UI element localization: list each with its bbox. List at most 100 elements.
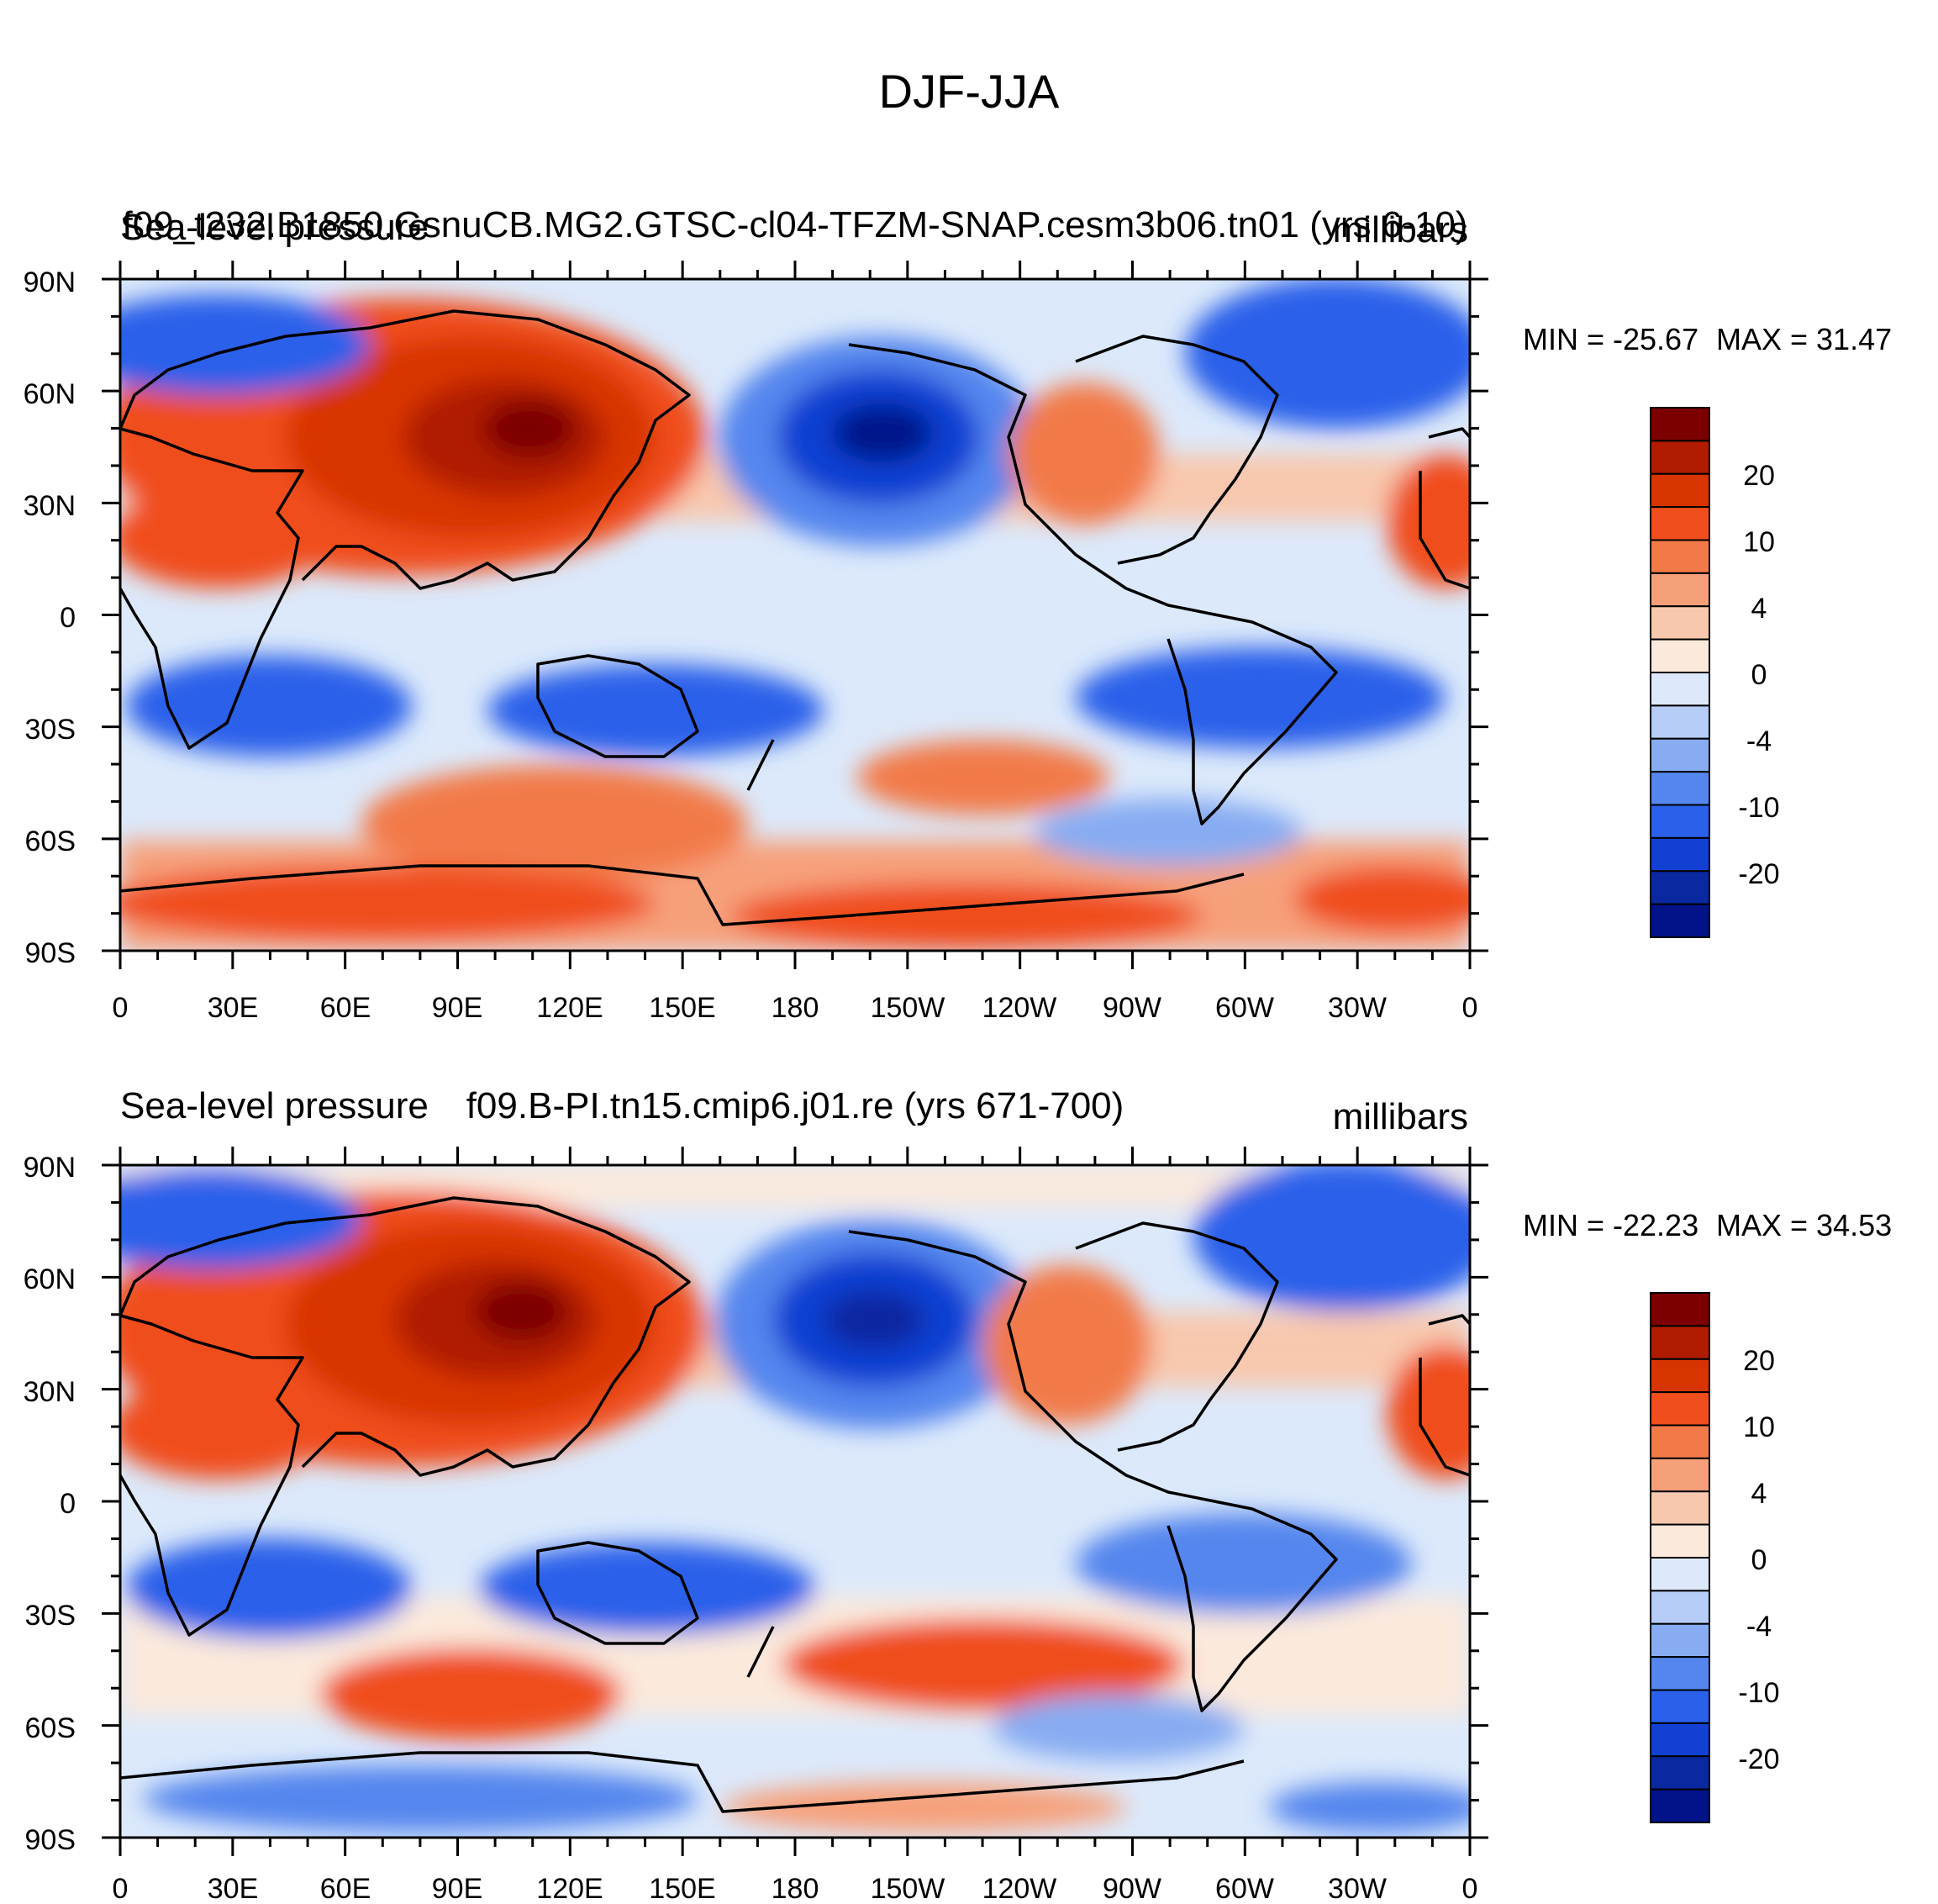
colorbar-swatch: [1650, 1755, 1710, 1791]
panel-1-center-title: f09_t232.B1850.GsnuCB.MG2.GTSC-cl04-TFZM…: [123, 204, 1468, 245]
colorbar-swatch: [1650, 506, 1710, 541]
colorbar-swatch: [1650, 704, 1710, 740]
figure-title: DJF-JJA: [879, 65, 1060, 118]
lon-label: 120W: [982, 1873, 1057, 1904]
colorbar-label: 20: [1743, 1345, 1775, 1377]
panel-1-colorbar-labels: 20 10 4 0 -4 -10 -20: [1738, 460, 1779, 890]
lon-label: 0: [1462, 1873, 1478, 1904]
colorbar-label: -10: [1738, 1677, 1779, 1709]
colorbar-swatch: [1650, 1325, 1710, 1360]
lon-label: 30E: [208, 992, 259, 1024]
colorbar-label: -10: [1738, 792, 1779, 824]
lon-label: 0: [113, 1873, 129, 1904]
colorbar-swatch: [1650, 1590, 1710, 1625]
panel-2-field: [120, 1165, 1470, 1838]
colorbar-swatch: [1650, 870, 1710, 905]
lon-label: 30W: [1328, 1873, 1387, 1904]
colorbar-swatch: [1650, 539, 1710, 574]
panel-2-ticks: [102, 1147, 1488, 1856]
lat-label: 90S: [25, 937, 76, 969]
colorbar-swatch: [1650, 1622, 1710, 1659]
colorbar-swatch: [1650, 1457, 1710, 1493]
lon-label: 150E: [649, 992, 715, 1024]
lon-label: 180: [772, 1873, 819, 1904]
lat-label: 60S: [25, 1712, 76, 1744]
lon-label: 150E: [649, 1873, 715, 1904]
lon-label: 120E: [536, 1873, 603, 1904]
colorbar-label: -20: [1738, 1743, 1779, 1775]
colorbar-label: -20: [1738, 858, 1779, 890]
map-panel-1: Sea-level pressure f09_t232.B1850.GsnuCB…: [24, 204, 1893, 1024]
colorbar-label: -4: [1746, 1611, 1772, 1643]
colorbar-swatch: [1650, 1788, 1710, 1823]
panel-2-min-label: MIN = -22.23: [1523, 1208, 1698, 1242]
panel-1-left-title: Sea-level pressure: [120, 207, 429, 248]
lat-label: 90S: [25, 1824, 76, 1856]
colorbar-swatch: [1650, 903, 1710, 938]
colorbar-swatch: [1650, 1424, 1710, 1459]
lat-label: 90N: [24, 1152, 76, 1184]
lat-label: 60N: [24, 378, 76, 410]
panel-2-max-label: MAX = 34.53: [1716, 1208, 1892, 1242]
colorbar-label: 4: [1751, 593, 1767, 625]
lat-label: 90N: [24, 266, 76, 298]
lon-label: 60W: [1215, 992, 1274, 1024]
lat-label: 30N: [24, 490, 76, 522]
colorbar-swatch: [1650, 407, 1710, 442]
lat-label: 30S: [25, 714, 76, 746]
lon-label: 120W: [982, 992, 1057, 1024]
panel-1-min-label: MIN = -25.67: [1523, 322, 1698, 356]
lon-label: 60E: [320, 992, 371, 1024]
colorbar-swatch: [1650, 472, 1710, 509]
lat-label: 60N: [24, 1263, 76, 1295]
panel-2-lon-labels: 0 30E 60E 90E 120E 150E 180 150W 120W 90…: [113, 1873, 1478, 1904]
panel-2-colorbar-labels: 20 10 4 0 -4 -10 -20: [1738, 1345, 1779, 1775]
lon-label: 90E: [432, 1873, 483, 1904]
lon-label: 150W: [871, 1873, 945, 1904]
colorbar-swatch: [1650, 1656, 1710, 1691]
colorbar-swatch: [1650, 1490, 1710, 1526]
lat-label: 30S: [25, 1600, 76, 1632]
panel-2-colorbar: [1650, 1292, 1710, 1823]
colorbar-swatch: [1650, 836, 1710, 873]
panel-2-center-title: f09.B-PI.tn15.cmip6.j01.re (yrs 671-700): [466, 1085, 1124, 1126]
colorbar-swatch: [1650, 1523, 1710, 1559]
colorbar-label: 20: [1743, 460, 1775, 492]
lat-label: 60S: [25, 825, 76, 857]
panel-1-lon-labels: 0 30E 60E 90E 120E 150E 180 150W 120W 90…: [113, 992, 1478, 1024]
lon-label: 180: [772, 992, 819, 1024]
lat-label: 0: [60, 1488, 76, 1520]
panel-2-units: millibars: [1333, 1096, 1468, 1137]
colorbar-label: 0: [1751, 659, 1767, 691]
lon-label: 0: [1462, 992, 1478, 1024]
panel-1-ticks: [102, 261, 1488, 969]
panel-1-colorbar: [1650, 407, 1710, 938]
colorbar-label: 10: [1743, 526, 1775, 558]
colorbar-swatch: [1650, 1722, 1710, 1758]
colorbar-label: 10: [1743, 1411, 1775, 1443]
colorbar-label: 4: [1751, 1478, 1767, 1510]
lon-label: 30W: [1328, 992, 1387, 1024]
lon-label: 0: [113, 992, 129, 1024]
panel-1-lat-labels: 90N 60N 30N 0 30S 60S 90S: [24, 266, 76, 969]
colorbar-swatch: [1650, 804, 1710, 839]
panel-2-lat-labels: 90N 60N 30N 0 30S 60S 90S: [24, 1152, 76, 1856]
colorbar-swatch: [1650, 771, 1710, 806]
map-panel-2: Sea-level pressure f09.B-PI.tn15.cmip6.j…: [24, 1085, 1893, 1904]
lon-label: 120E: [536, 992, 603, 1024]
lon-label: 60E: [320, 1873, 371, 1904]
colorbar-swatch: [1650, 737, 1710, 773]
panel-2-left-title: Sea-level pressure: [120, 1085, 429, 1126]
colorbar-swatch: [1650, 1689, 1710, 1724]
colorbar-swatch: [1650, 638, 1710, 673]
colorbar-swatch: [1650, 1391, 1710, 1427]
colorbar-swatch: [1650, 440, 1710, 475]
colorbar-swatch: [1650, 605, 1710, 641]
lat-label: 0: [60, 602, 76, 634]
lon-label: 90W: [1103, 1873, 1161, 1904]
colorbar-swatch: [1650, 572, 1710, 608]
lon-label: 90W: [1103, 992, 1161, 1024]
panel-1-units: millibars: [1333, 209, 1468, 251]
lon-label: 30E: [208, 1873, 259, 1904]
